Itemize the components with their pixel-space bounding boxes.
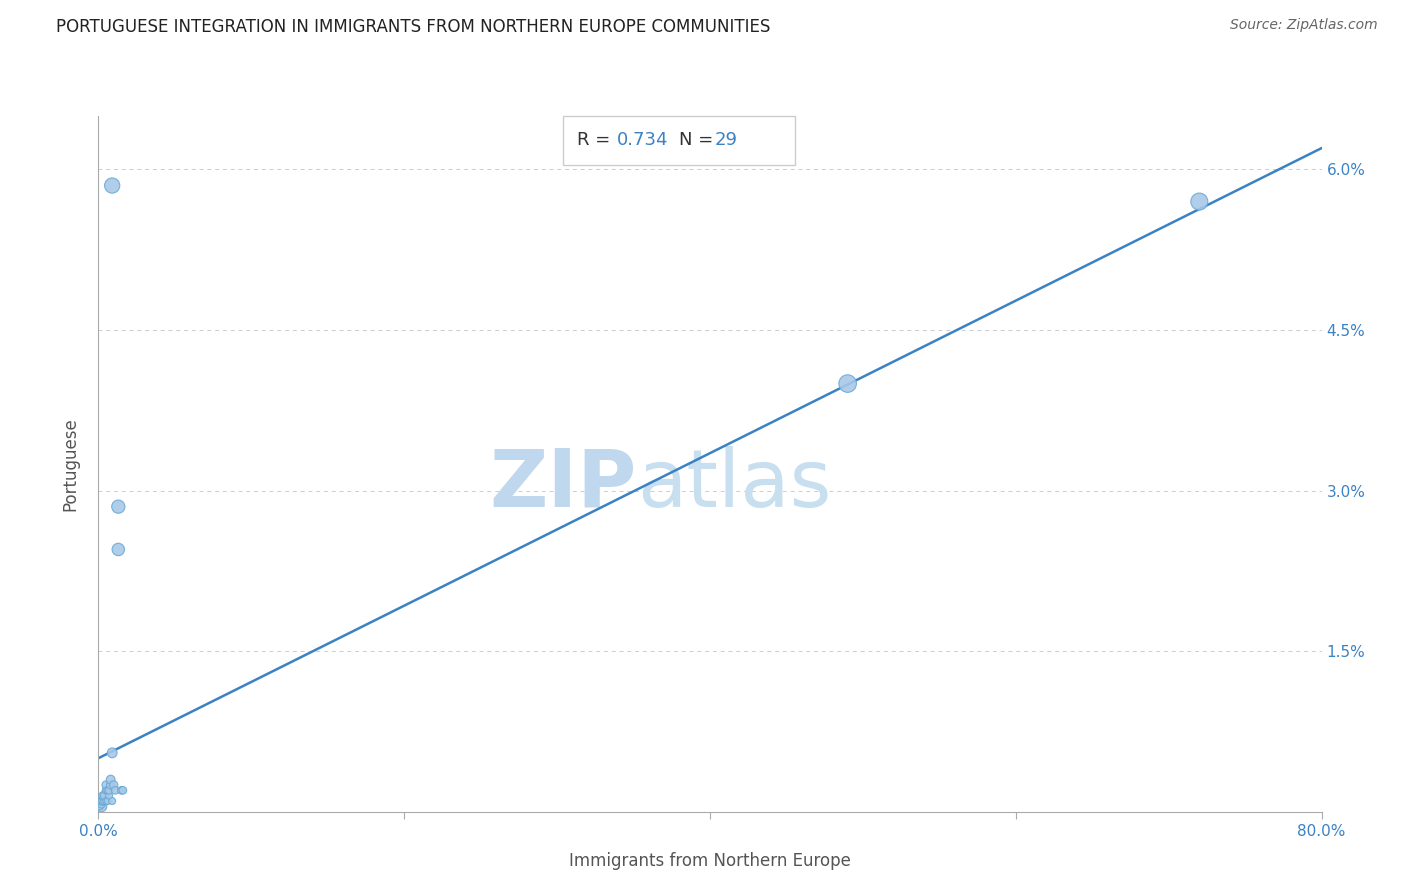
Text: ZIP: ZIP (489, 446, 637, 524)
Text: 29: 29 (716, 131, 738, 149)
Point (101, 746, 124, 760)
Point (98, 783, 121, 797)
Point (90, 799, 112, 814)
Point (97, 783, 120, 797)
Point (90, 794, 112, 808)
Point (94, 783, 117, 797)
Point (93, 794, 115, 808)
Point (98, 789, 121, 803)
Text: Source: ZipAtlas.com: Source: ZipAtlas.com (1230, 18, 1378, 32)
Point (100, 772, 122, 787)
Text: PORTUGUESE INTEGRATION IN IMMIGRANTS FROM NORTHERN EUROPE COMMUNITIES: PORTUGUESE INTEGRATION IN IMMIGRANTS FRO… (56, 18, 770, 36)
Point (107, 542, 129, 557)
Point (111, 783, 134, 797)
Text: R =: R = (578, 131, 616, 149)
Point (89, 799, 111, 814)
Point (91, 794, 114, 808)
Text: atlas: atlas (637, 446, 831, 524)
Text: N =: N = (679, 131, 718, 149)
Point (93, 789, 115, 803)
Point (103, 778, 125, 792)
Point (97, 794, 120, 808)
Point (110, 783, 132, 797)
Point (1188, 194, 1211, 209)
Point (101, 794, 124, 808)
Point (91, 789, 114, 803)
Point (107, 500, 129, 514)
Point (94, 794, 117, 808)
Point (101, 178, 124, 193)
Point (104, 783, 127, 797)
Point (100, 778, 122, 792)
Y-axis label: Portuguese: Portuguese (62, 417, 80, 511)
Point (91, 794, 114, 808)
X-axis label: Immigrants from Northern Europe: Immigrants from Northern Europe (569, 853, 851, 871)
Point (94, 778, 117, 792)
Point (90, 797, 112, 812)
Point (837, 376, 859, 391)
Text: 0.734: 0.734 (617, 131, 668, 149)
